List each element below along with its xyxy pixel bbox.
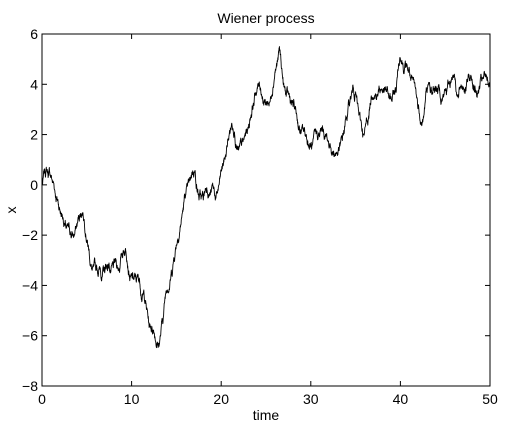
x-tick-label: 0	[38, 391, 46, 407]
plot-area-frame	[41, 33, 491, 387]
x-tick-label: 40	[393, 391, 409, 407]
chart-title: Wiener process	[217, 10, 314, 26]
x-axis-label: time	[253, 407, 280, 423]
series-line	[41, 46, 491, 349]
x-tick-label: 10	[124, 391, 140, 407]
x-tick-label: 30	[303, 391, 319, 407]
y-tick-label: −2	[22, 227, 38, 243]
y-tick-label: −6	[22, 328, 38, 344]
x-tick-label: 20	[213, 391, 229, 407]
y-axis-label: x	[3, 207, 19, 214]
y-tick-label: −8	[22, 378, 38, 394]
y-tick-label: −4	[22, 277, 38, 293]
y-tick-label: 2	[30, 127, 38, 143]
y-tick-label: 6	[30, 26, 38, 42]
x-tick-label: 50	[482, 391, 498, 407]
x-axis-ticks: 0 10 20 30 40 50	[38, 34, 498, 407]
y-axis-ticks: −8 −6 −4 −2 0 2 4 6	[22, 26, 490, 394]
y-tick-label: 4	[30, 76, 38, 92]
y-tick-label: 0	[30, 177, 38, 193]
